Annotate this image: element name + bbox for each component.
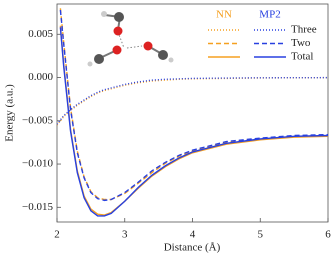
data-line xyxy=(59,9,328,202)
x-tick-label: 2 xyxy=(54,229,60,241)
y-tick-label: −0.010 xyxy=(22,158,53,170)
x-tick-label: 3 xyxy=(122,229,128,241)
y-tick-label: 0.000 xyxy=(28,71,53,83)
y-tick-label: −0.005 xyxy=(22,114,53,126)
molecule-illustration xyxy=(87,11,174,67)
legend-label: Three xyxy=(291,24,317,36)
legend-header: NN xyxy=(216,9,232,21)
plot-lines xyxy=(57,8,328,217)
legend-label: Total xyxy=(291,51,313,63)
y-axis-label: Energy (a.u.) xyxy=(4,84,16,142)
legend-label: Two xyxy=(291,37,311,49)
data-line xyxy=(59,25,328,216)
x-tick-label: 4 xyxy=(190,229,196,241)
x-tick-label: 6 xyxy=(325,229,331,241)
x-axis-label: Distance (Å) xyxy=(164,242,221,254)
data-line xyxy=(57,77,328,126)
x-tick-label: 5 xyxy=(258,229,264,241)
y-tick-label: 0.005 xyxy=(28,28,53,40)
plot-frame xyxy=(56,3,329,223)
data-line xyxy=(59,8,328,201)
legend-header: MP2 xyxy=(259,9,280,21)
data-line xyxy=(57,76,328,125)
y-tick-label: −0.015 xyxy=(22,201,53,213)
data-line xyxy=(59,27,328,217)
